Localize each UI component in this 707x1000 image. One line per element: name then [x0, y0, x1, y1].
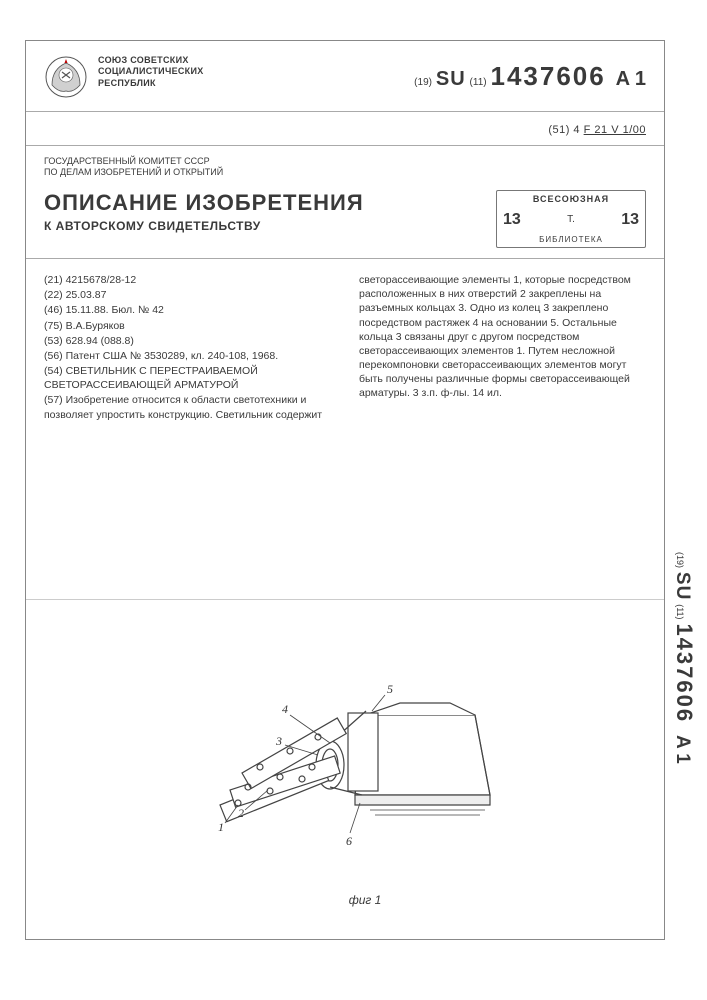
side-kind: A 1 [672, 735, 693, 764]
committee-line: ПО ДЕЛАМ ИЗОБРЕТЕНИЙ И ОТКРЫТИЙ [44, 167, 646, 178]
sub-title: К АВТОРСКОМУ СВИДЕТЕЛЬСТВУ [44, 219, 486, 233]
side-cc-prefix: (19) [675, 552, 685, 568]
ussr-emblem-icon [44, 55, 88, 99]
stamp-right: 13 [621, 211, 639, 229]
callout-3: 3 [275, 734, 282, 748]
patent-page: СОЮЗ СОВЕТСКИХ СОЦИАЛИСТИЧЕСКИХ РЕСПУБЛИ… [25, 40, 665, 940]
side-cc: SU [672, 572, 693, 600]
callout-5: 5 [387, 682, 393, 696]
publication-number: (19) SU (11) 1437606 A 1 [414, 61, 646, 92]
title-bar: ОПИСАНИЕ ИЗОБРЕТЕНИЯ К АВТОРСКОМУ СВИДЕТ… [26, 180, 664, 259]
biblio-22: (22) 25.03.87 [44, 288, 331, 302]
library-stamp: ВСЕСОЮЗНАЯ 13 Т. 13 БИБЛИОТЕКА [496, 190, 646, 248]
country-code: SU [436, 68, 466, 90]
committee-row: ГОСУДАРСТВЕННЫЙ КОМИТЕТ СССР ПО ДЕЛАМ ИЗ… [26, 146, 664, 180]
authority-line: СОЦИАЛИСТИЧЕСКИХ [98, 66, 414, 77]
biblio-53: (53) 628.94 (088.8) [44, 334, 331, 348]
figure-panel: 1 2 3 4 5 6 фиг 1 [26, 599, 664, 939]
biblio-75: (75) В.А.Буряков [44, 319, 331, 333]
stamp-mid: 13 Т. 13 [503, 211, 639, 229]
issuing-authority: СОЮЗ СОВЕТСКИХ СОЦИАЛИСТИЧЕСКИХ РЕСПУБЛИ… [98, 55, 414, 89]
callout-6: 6 [346, 834, 352, 848]
biblio-56: (56) Патент США № 3530289, кл. 240-108, … [44, 349, 331, 363]
callout-1: 1 [218, 820, 224, 834]
stamp-left: 13 [503, 211, 521, 229]
ipc-row: (51) 4 F 21 V 1/00 [26, 112, 664, 146]
stamp-center: Т. [567, 214, 575, 225]
left-column: (21) 4215678/28-12 (22) 25.03.87 (46) 15… [44, 273, 345, 499]
num-prefix: (11) [470, 77, 487, 88]
committee-line: ГОСУДАРСТВЕННЫЙ КОМИТЕТ СССР [44, 156, 646, 167]
abstract-cont: светорассеивающие элементы 1, которые по… [359, 273, 646, 401]
biblio-21: (21) 4215678/28-12 [44, 273, 331, 287]
authority-line: СОЮЗ СОВЕТСКИХ [98, 55, 414, 66]
doc-number: 1437606 [490, 61, 605, 91]
ipc-classification: (51) 4 F 21 V 1/00 [548, 124, 646, 136]
ipc-prefix: (51) 4 [548, 124, 580, 136]
ipc-code: F 21 V 1/00 [584, 124, 646, 136]
abstract-body: (21) 4215678/28-12 (22) 25.03.87 (46) 15… [26, 259, 664, 499]
stamp-top: ВСЕСОЮЗНАЯ [503, 194, 639, 204]
figure-drawing: 1 2 3 4 5 6 [190, 655, 500, 885]
callout-2: 2 [238, 806, 244, 820]
biblio-46: (46) 15.11.88. Бюл. № 42 [44, 303, 331, 317]
main-title: ОПИСАНИЕ ИЗОБРЕТЕНИЯ [44, 190, 486, 216]
right-column: светорассеивающие элементы 1, которые по… [345, 273, 646, 499]
title-text: ОПИСАНИЕ ИЗОБРЕТЕНИЯ К АВТОРСКОМУ СВИДЕТ… [44, 190, 486, 233]
figure-caption: фиг 1 [349, 893, 382, 907]
stamp-bottom: БИБЛИОТЕКА [503, 235, 639, 244]
biblio-54: (54) СВЕТИЛЬНИК С ПЕРЕСТРАИВАЕМОЙ СВЕТОР… [44, 364, 331, 392]
kind-code: A 1 [616, 68, 646, 90]
side-number: 1437606 [672, 623, 697, 723]
side-num-prefix: (11) [675, 604, 685, 619]
cc-prefix: (19) [414, 77, 432, 88]
side-publication-number: (19) SU (11) 1437606 A 1 [671, 552, 705, 932]
header: СОЮЗ СОВЕТСКИХ СОЦИАЛИСТИЧЕСКИХ РЕСПУБЛИ… [26, 41, 664, 112]
abstract-start: (57) Изобретение относится к области све… [44, 393, 331, 421]
committee-text: ГОСУДАРСТВЕННЫЙ КОМИТЕТ СССР ПО ДЕЛАМ ИЗ… [44, 156, 646, 179]
authority-line: РЕСПУБЛИК [98, 78, 414, 89]
callout-4: 4 [282, 702, 288, 716]
